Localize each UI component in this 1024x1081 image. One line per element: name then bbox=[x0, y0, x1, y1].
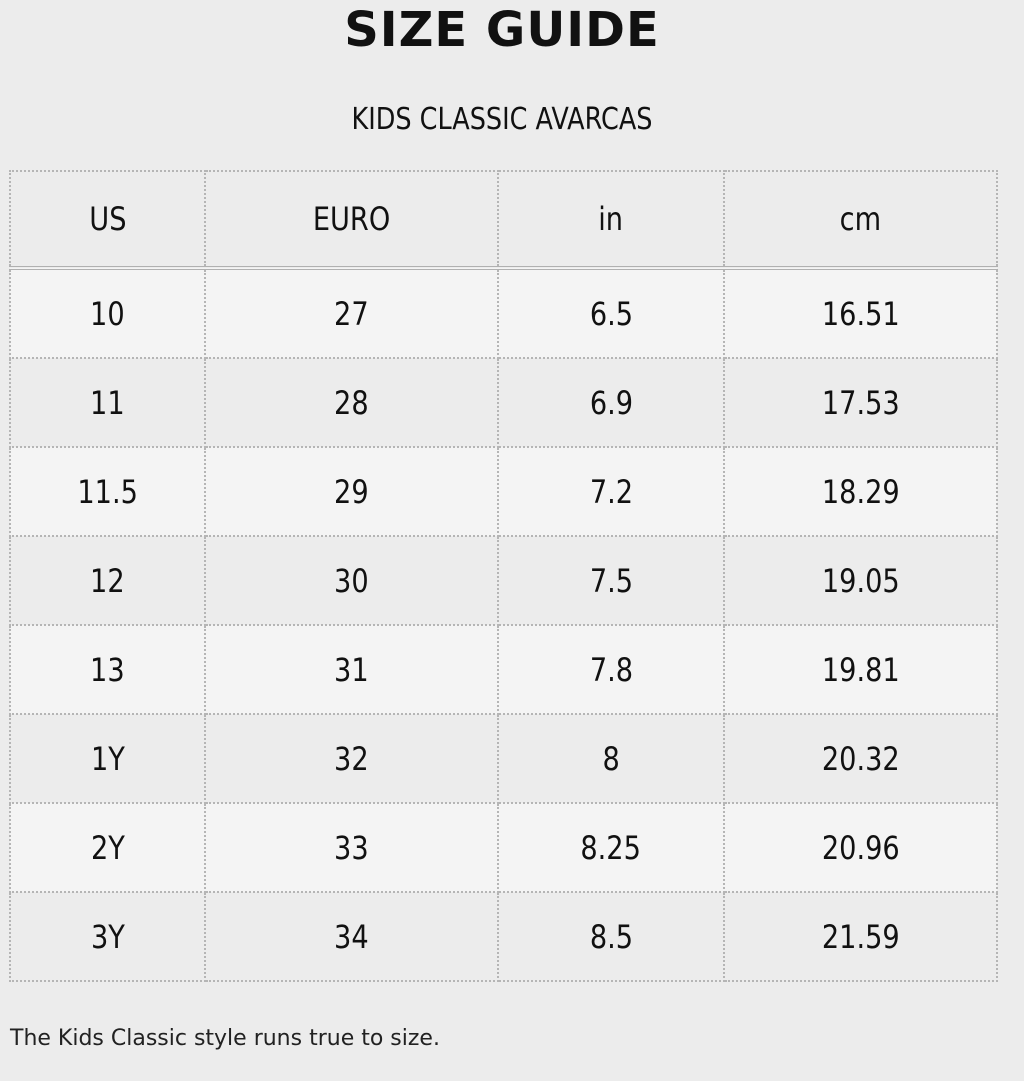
column-header: in bbox=[497, 170, 725, 270]
table-row: 11.5 29 7.2 18.29 bbox=[9, 446, 998, 537]
table-cell: 18.29 bbox=[723, 446, 998, 537]
table-cell: 7.5 bbox=[497, 535, 725, 626]
column-header: cm bbox=[723, 170, 998, 270]
cell-value: 20.96 bbox=[821, 828, 900, 867]
table-cell: 12 bbox=[9, 535, 206, 626]
table-cell: 34 bbox=[204, 891, 499, 982]
table-cell: 7.8 bbox=[497, 624, 725, 715]
table-cell: 7.2 bbox=[497, 446, 725, 537]
table-row: 12 30 7.5 19.05 bbox=[9, 535, 998, 626]
table-cell: 19.81 bbox=[723, 624, 998, 715]
header-row: US EURO in cm bbox=[9, 170, 998, 270]
cell-value: 10 bbox=[90, 294, 125, 333]
cell-value: 19.81 bbox=[821, 650, 900, 689]
table-row: 11 28 6.9 17.53 bbox=[9, 357, 998, 448]
cell-value: 30 bbox=[334, 561, 369, 600]
table-row: 2Y 33 8.25 20.96 bbox=[9, 802, 998, 893]
column-header-label: cm bbox=[839, 200, 882, 238]
cell-value: 31 bbox=[334, 650, 369, 689]
table-cell: 8.25 bbox=[497, 802, 725, 893]
column-header: US bbox=[9, 170, 206, 270]
table-subtitle: KIDS CLASSIC AVARCAS bbox=[351, 102, 653, 137]
cell-value: 29 bbox=[334, 472, 369, 511]
cell-value: 27 bbox=[334, 294, 369, 333]
table-row: 13 31 7.8 19.81 bbox=[9, 624, 998, 715]
table-cell: 10 bbox=[9, 267, 206, 359]
table-cell: 8.5 bbox=[497, 891, 725, 982]
cell-value: 8.5 bbox=[589, 917, 633, 956]
table-cell: 28 bbox=[204, 357, 499, 448]
cell-value: 28 bbox=[334, 383, 369, 422]
cell-value: 20.32 bbox=[821, 739, 900, 778]
cell-value: 6.5 bbox=[589, 294, 633, 333]
table-cell: 21.59 bbox=[723, 891, 998, 982]
table-cell: 27 bbox=[204, 267, 499, 359]
column-header-label: EURO bbox=[312, 200, 391, 238]
cell-value: 7.8 bbox=[589, 650, 633, 689]
table-cell: 6.5 bbox=[497, 267, 725, 359]
table-cell: 11.5 bbox=[9, 446, 206, 537]
cell-value: 17.53 bbox=[821, 383, 900, 422]
cell-value: 18.29 bbox=[821, 472, 900, 511]
table-row: 10 27 6.5 16.51 bbox=[9, 267, 998, 359]
fit-note: The Kids Classic style runs true to size… bbox=[10, 1026, 440, 1051]
table-cell: 6.9 bbox=[497, 357, 725, 448]
column-header-label: in bbox=[598, 200, 624, 238]
cell-value: 8.25 bbox=[580, 828, 642, 867]
cell-value: 32 bbox=[334, 739, 369, 778]
table-cell: 20.96 bbox=[723, 802, 998, 893]
table-cell: 32 bbox=[204, 713, 499, 804]
cell-value: 6.9 bbox=[589, 383, 633, 422]
size-table: US EURO in cm 10 27 6.5 16.51 11 28 6.9 17.53 11.5 2… bbox=[9, 170, 998, 982]
column-header: EURO bbox=[204, 170, 499, 270]
table-cell: 29 bbox=[204, 446, 499, 537]
table-row: 3Y 34 8.5 21.59 bbox=[9, 891, 998, 982]
table-cell: 8 bbox=[497, 713, 725, 804]
table-cell: 2Y bbox=[9, 802, 206, 893]
table-cell: 20.32 bbox=[723, 713, 998, 804]
table-row: 1Y 32 8 20.32 bbox=[9, 713, 998, 804]
cell-value: 21.59 bbox=[821, 917, 900, 956]
table-cell: 11 bbox=[9, 357, 206, 448]
cell-value: 16.51 bbox=[821, 294, 900, 333]
cell-value: 8 bbox=[602, 739, 620, 778]
cell-value: 12 bbox=[90, 561, 125, 600]
column-header-label: US bbox=[88, 200, 127, 238]
cell-value: 13 bbox=[90, 650, 125, 689]
cell-value: 1Y bbox=[90, 739, 125, 778]
table-cell: 31 bbox=[204, 624, 499, 715]
table-cell: 3Y bbox=[9, 891, 206, 982]
table-cell: 17.53 bbox=[723, 357, 998, 448]
cell-value: 7.2 bbox=[589, 472, 633, 511]
cell-value: 3Y bbox=[90, 917, 125, 956]
cell-value: 7.5 bbox=[589, 561, 633, 600]
table-cell: 33 bbox=[204, 802, 499, 893]
cell-value: 11.5 bbox=[77, 472, 138, 511]
cell-value: 11 bbox=[90, 383, 125, 422]
table-cell: 30 bbox=[204, 535, 499, 626]
table-cell: 19.05 bbox=[723, 535, 998, 626]
cell-value: 34 bbox=[334, 917, 369, 956]
page-title: SIZE GUIDE bbox=[344, 2, 660, 58]
table-cell: 1Y bbox=[9, 713, 206, 804]
table-cell: 13 bbox=[9, 624, 206, 715]
cell-value: 2Y bbox=[90, 828, 125, 867]
cell-value: 33 bbox=[334, 828, 369, 867]
table-cell: 16.51 bbox=[723, 267, 998, 359]
cell-value: 19.05 bbox=[821, 561, 900, 600]
